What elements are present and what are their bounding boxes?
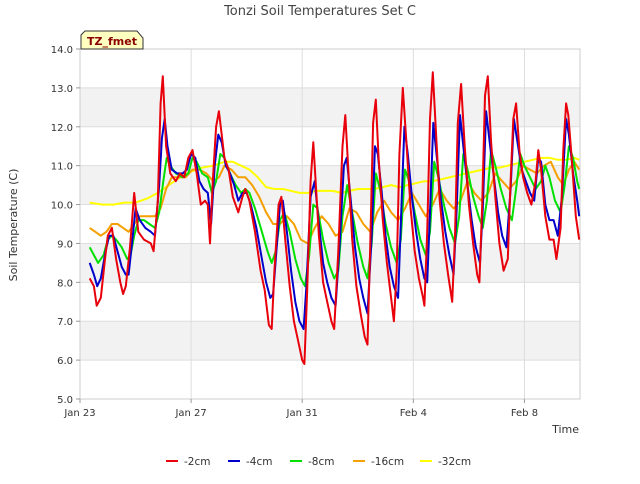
grid-band bbox=[80, 243, 580, 283]
series-line-minus-4cm bbox=[88, 110, 581, 330]
x-tick-label: Feb 8 bbox=[511, 408, 538, 419]
y-tick-label: 12.0 bbox=[51, 123, 73, 134]
chart-title: Tonzi Soil Temperatures Set C bbox=[223, 4, 416, 19]
grid-band bbox=[80, 87, 580, 127]
y-tick-label: 14.0 bbox=[51, 45, 73, 56]
site-badge-box bbox=[80, 30, 144, 50]
legend-label: -8cm bbox=[308, 456, 334, 468]
x-tick-label: Jan 23 bbox=[63, 408, 95, 419]
grid-band bbox=[80, 321, 580, 361]
site-badge: TZ_fmet bbox=[80, 30, 144, 50]
y-tick-label: 7.0 bbox=[57, 317, 73, 328]
x-tick-label: Jan 31 bbox=[286, 408, 318, 419]
x-axis-ticks: Jan 23 Jan 27 Jan 31 Feb 4 Feb 8 bbox=[63, 399, 538, 419]
y-axis-label: Soil Temperature (C) bbox=[7, 169, 20, 282]
legend-label: -32cm bbox=[438, 456, 471, 468]
series-line-minus-2cm bbox=[88, 71, 581, 365]
y-tick-label: 11.0 bbox=[51, 162, 73, 173]
plot-area-frame bbox=[79, 48, 581, 400]
legend-label: -4cm bbox=[246, 456, 272, 468]
y-tick-label: 13.0 bbox=[51, 84, 73, 95]
y-tick-label: 8.0 bbox=[57, 278, 73, 289]
y-axis-ticks: 5.0 6.0 7.0 8.0 9.0 10.0 11.0 12.0 13.0 14.0 bbox=[51, 45, 80, 406]
site-badge-label: TZ_fmet bbox=[87, 35, 137, 48]
series-lines bbox=[88, 71, 581, 365]
y-tick-label: 9.0 bbox=[57, 239, 73, 250]
y-tick-label: 6.0 bbox=[57, 356, 73, 367]
series-line-minus-32cm bbox=[89, 156, 580, 206]
x-axis-label: Time bbox=[551, 423, 579, 436]
legend-label: -2cm bbox=[184, 456, 210, 468]
y-tick-label: 5.0 bbox=[57, 395, 73, 406]
x-tick-label: Jan 27 bbox=[174, 408, 206, 419]
legend-label: -16cm bbox=[371, 456, 404, 468]
y-tick-label: 10.0 bbox=[51, 201, 73, 212]
series-line-minus-16cm bbox=[89, 160, 581, 245]
x-tick-label: Feb 4 bbox=[400, 408, 427, 419]
legend: -2cm -4cm -8cm -16cm -32cm bbox=[166, 456, 471, 468]
